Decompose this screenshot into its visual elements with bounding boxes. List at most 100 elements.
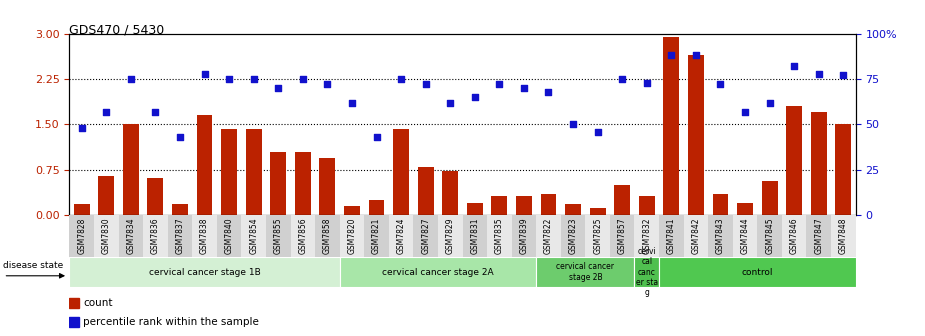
Bar: [831, 215, 856, 257]
Bar: [688, 55, 704, 215]
Bar: [69, 257, 339, 287]
Text: GSM7827: GSM7827: [421, 217, 430, 254]
Text: GSM7857: GSM7857: [618, 217, 627, 254]
Bar: [118, 215, 143, 257]
Bar: [123, 124, 139, 215]
Bar: [290, 215, 315, 257]
Bar: [684, 215, 709, 257]
Text: GSM7843: GSM7843: [716, 217, 725, 254]
Bar: [221, 129, 237, 215]
Bar: [709, 215, 733, 257]
Text: GDS470 / 5430: GDS470 / 5430: [69, 24, 165, 37]
Bar: [319, 158, 336, 215]
Point: [836, 73, 851, 78]
Bar: [487, 215, 512, 257]
Text: GSM7844: GSM7844: [741, 217, 749, 254]
Bar: [143, 215, 167, 257]
Text: control: control: [742, 268, 773, 277]
Bar: [635, 215, 659, 257]
Bar: [69, 215, 94, 257]
Point: [271, 85, 286, 91]
Text: GSM7841: GSM7841: [667, 217, 676, 254]
Point: [811, 71, 826, 76]
Bar: [610, 215, 635, 257]
Text: GSM7845: GSM7845: [765, 217, 774, 254]
Text: GSM7834: GSM7834: [127, 217, 135, 254]
Point: [762, 100, 777, 105]
Bar: [758, 215, 782, 257]
Bar: [565, 204, 581, 215]
Point: [639, 80, 654, 85]
Bar: [807, 215, 831, 257]
Text: GSM7858: GSM7858: [323, 217, 332, 254]
Point: [369, 134, 384, 140]
Point: [492, 82, 507, 87]
Point: [541, 89, 556, 94]
Text: GSM7856: GSM7856: [298, 217, 307, 254]
Bar: [733, 215, 758, 257]
Text: GSM7848: GSM7848: [839, 217, 848, 254]
Text: percentile rank within the sample: percentile rank within the sample: [83, 317, 259, 327]
Bar: [491, 196, 507, 215]
Bar: [94, 215, 118, 257]
Point: [443, 100, 458, 105]
Text: GSM7839: GSM7839: [520, 217, 528, 254]
Bar: [462, 215, 487, 257]
Point: [197, 71, 212, 76]
Bar: [393, 129, 409, 215]
Point: [467, 94, 482, 100]
Point: [590, 129, 605, 134]
Point: [295, 76, 310, 82]
Text: cervical cancer
stage 2B: cervical cancer stage 2B: [556, 262, 614, 282]
Point: [615, 76, 630, 82]
Bar: [295, 152, 311, 215]
Point: [516, 85, 531, 91]
Bar: [339, 257, 536, 287]
Point: [418, 82, 433, 87]
Bar: [74, 204, 90, 215]
Text: GSM7830: GSM7830: [102, 217, 111, 254]
Bar: [659, 215, 684, 257]
Bar: [586, 215, 610, 257]
Text: GSM7831: GSM7831: [470, 217, 479, 254]
Bar: [344, 206, 360, 215]
Bar: [418, 167, 434, 215]
Bar: [614, 185, 630, 215]
Text: disease state: disease state: [4, 261, 64, 270]
Point: [566, 122, 581, 127]
Point: [99, 109, 114, 114]
Bar: [438, 215, 462, 257]
Bar: [712, 194, 729, 215]
Bar: [241, 215, 266, 257]
Text: GSM7821: GSM7821: [372, 217, 381, 254]
Bar: [368, 200, 385, 215]
Point: [737, 109, 752, 114]
Bar: [339, 215, 364, 257]
Bar: [69, 298, 80, 308]
Bar: [536, 257, 635, 287]
Point: [713, 82, 728, 87]
Bar: [737, 203, 753, 215]
Text: GSM7842: GSM7842: [691, 217, 700, 254]
Bar: [315, 215, 339, 257]
Text: GSM7838: GSM7838: [200, 217, 209, 254]
Bar: [266, 215, 290, 257]
Bar: [196, 115, 213, 215]
Text: GSM7828: GSM7828: [77, 217, 86, 254]
Point: [123, 76, 138, 82]
Text: GSM7829: GSM7829: [446, 217, 455, 254]
Bar: [516, 196, 532, 215]
Text: GSM7840: GSM7840: [225, 217, 234, 254]
Point: [74, 125, 89, 131]
Bar: [786, 106, 802, 215]
Text: GSM7854: GSM7854: [249, 217, 258, 254]
Bar: [167, 215, 192, 257]
Point: [688, 53, 703, 58]
Bar: [782, 215, 807, 257]
Text: GSM7835: GSM7835: [495, 217, 504, 254]
Bar: [172, 204, 188, 215]
Text: cervical cancer stage 2A: cervical cancer stage 2A: [382, 268, 494, 277]
Bar: [467, 203, 483, 215]
Text: GSM7822: GSM7822: [544, 217, 553, 254]
Text: GSM7825: GSM7825: [593, 217, 602, 254]
